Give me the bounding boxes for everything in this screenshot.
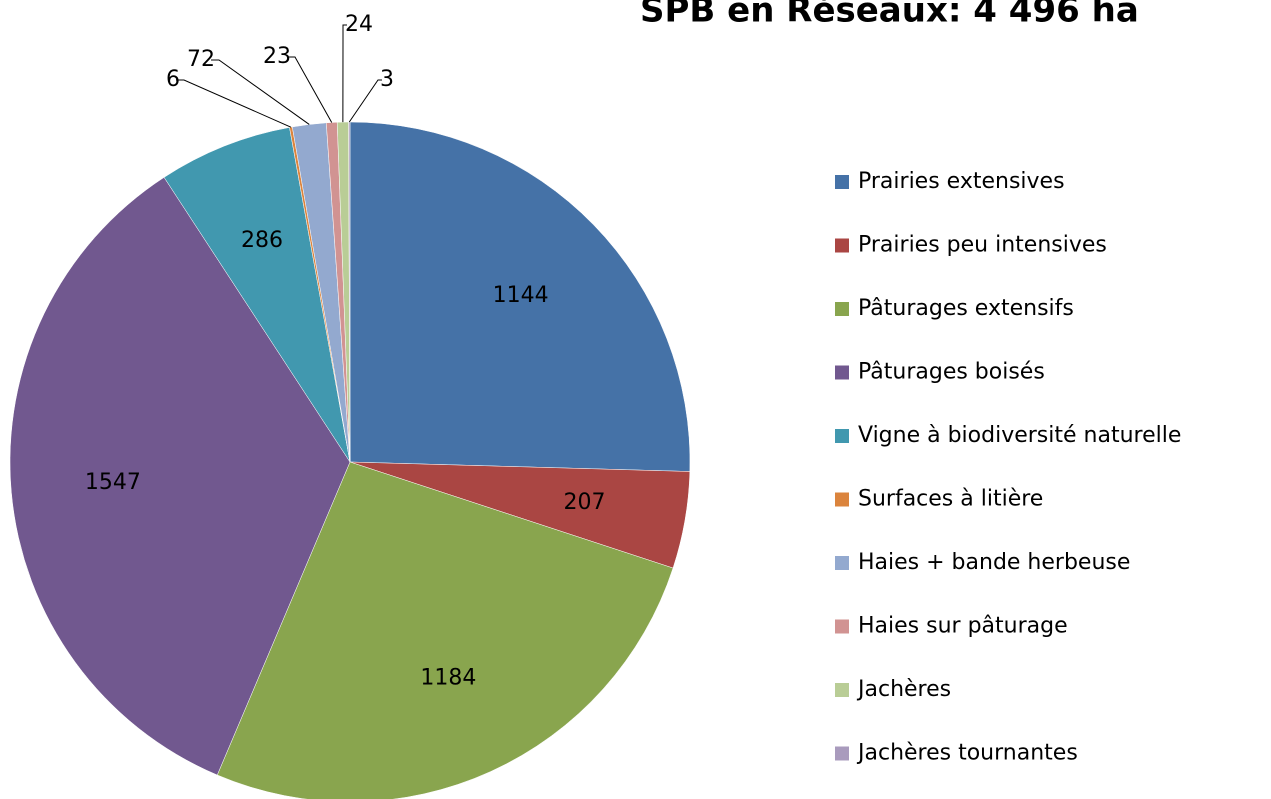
legend-label: Haies sur pâturage	[858, 614, 1068, 639]
legend-label: Jachères tournantes	[856, 741, 1078, 766]
data-label: 72	[187, 47, 215, 72]
data-label: 24	[345, 12, 373, 37]
pie-slice	[9, 176, 351, 776]
data-label: 6	[166, 67, 180, 92]
legend-swatch	[835, 175, 849, 189]
data-label: 207	[563, 490, 605, 515]
pie-slice	[163, 127, 351, 463]
legend-swatch	[835, 302, 849, 316]
data-label: 1184	[420, 666, 476, 691]
data-label: 1144	[493, 283, 549, 308]
legend-label: Surfaces à litière	[858, 487, 1043, 512]
legend-swatch	[835, 492, 849, 507]
data-label: 3	[380, 67, 394, 92]
legend-label: Pâturages boisés	[858, 360, 1045, 385]
data-label: 23	[263, 44, 291, 69]
legend-swatch	[835, 429, 849, 443]
legend-label: Pâturages extensifs	[858, 296, 1074, 321]
legend-label: Haies + bande herbeuse	[858, 550, 1130, 575]
legend-swatch	[835, 746, 849, 761]
legend-swatch	[835, 556, 849, 570]
legend-label: Jachères	[856, 677, 951, 702]
pie-slice	[349, 121, 691, 472]
legend-swatch	[835, 365, 849, 380]
legend-label: Prairies peu intensives	[858, 233, 1107, 258]
pie-slice	[216, 461, 674, 799]
chart-title: SPB en Réseaux: 4 496 ha	[640, 0, 1139, 31]
leader-line	[176, 79, 292, 128]
legend-label: Vigne à biodiversité naturelle	[858, 423, 1181, 448]
data-label: 1547	[85, 470, 141, 495]
leader-line	[348, 79, 382, 123]
legend-label: Prairies extensives	[858, 169, 1065, 194]
legend-swatch	[835, 238, 849, 253]
leader-line	[211, 59, 310, 125]
leader-line	[342, 24, 347, 123]
legend-swatch	[835, 683, 849, 697]
leader-line	[287, 56, 333, 123]
legend-swatch	[835, 619, 849, 634]
data-label: 286	[241, 228, 283, 253]
